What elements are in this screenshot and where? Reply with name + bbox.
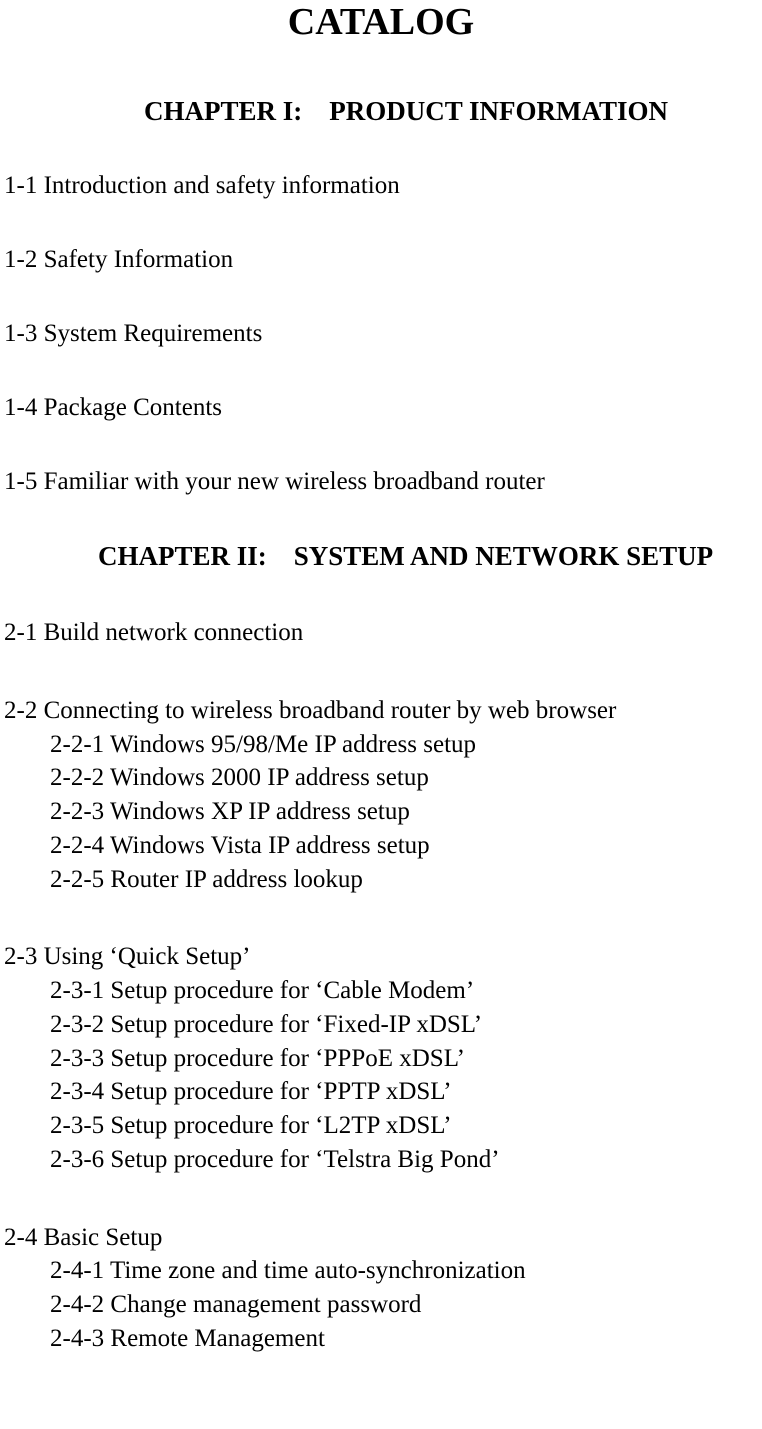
section-2-3-1: 2-3-1 Setup procedure for ‘Cable Modem’	[4, 974, 758, 1008]
section-1-3: 1-3 System Requirements	[4, 319, 758, 349]
chapter-1-title: CHAPTER I: PRODUCT INFORMATION	[4, 96, 758, 127]
section-1-1: 1-1 Introduction and safety information	[4, 171, 758, 201]
section-2-3-2: 2-3-2 Setup procedure for ‘Fixed-IP xDSL…	[4, 1008, 758, 1042]
section-2-3-3: 2-3-3 Setup procedure for ‘PPPoE xDSL’	[4, 1042, 758, 1076]
section-2-1: 2-1 Build network connection	[4, 616, 758, 650]
catalog-title: CATALOG	[4, 0, 758, 44]
section-2-3-5: 2-3-5 Setup procedure for ‘L2TP xDSL’	[4, 1109, 758, 1143]
section-2-1-group: 2-1 Build network connection	[4, 616, 758, 650]
section-2-4: 2-4 Basic Setup	[4, 1221, 758, 1255]
section-2-2-group: 2-2 Connecting to wireless broadband rou…	[4, 694, 758, 897]
section-2-2-5: 2-2-5 Router IP address lookup	[4, 863, 758, 897]
section-2-4-group: 2-4 Basic Setup 2-4-1 Time zone and time…	[4, 1221, 758, 1356]
section-2-3-group: 2-3 Using ‘Quick Setup’ 2-3-1 Setup proc…	[4, 940, 758, 1176]
section-2-3-4: 2-3-4 Setup procedure for ‘PPTP xDSL’	[4, 1075, 758, 1109]
section-1-5: 1-5 Familiar with your new wireless broa…	[4, 467, 758, 497]
chapter-2-title: CHAPTER II: SYSTEM AND NETWORK SETUP	[4, 541, 758, 572]
section-1-2: 1-2 Safety Information	[4, 245, 758, 275]
section-2-4-1: 2-4-1 Time zone and time auto-synchroniz…	[4, 1254, 758, 1288]
section-2-2-4: 2-2-4 Windows Vista IP address setup	[4, 829, 758, 863]
section-2-4-3: 2-4-3 Remote Management	[4, 1322, 758, 1356]
section-2-3: 2-3 Using ‘Quick Setup’	[4, 940, 758, 974]
section-2-4-2: 2-4-2 Change management password	[4, 1288, 758, 1322]
section-2-2-2: 2-2-2 Windows 2000 IP address setup	[4, 761, 758, 795]
section-2-2-3: 2-2-3 Windows XP IP address setup	[4, 795, 758, 829]
section-2-2-1: 2-2-1 Windows 95/98/Me IP address setup	[4, 728, 758, 762]
section-2-2: 2-2 Connecting to wireless broadband rou…	[4, 694, 758, 728]
section-2-3-6: 2-3-6 Setup procedure for ‘Telstra Big P…	[4, 1143, 758, 1177]
section-1-4: 1-4 Package Contents	[4, 393, 758, 423]
